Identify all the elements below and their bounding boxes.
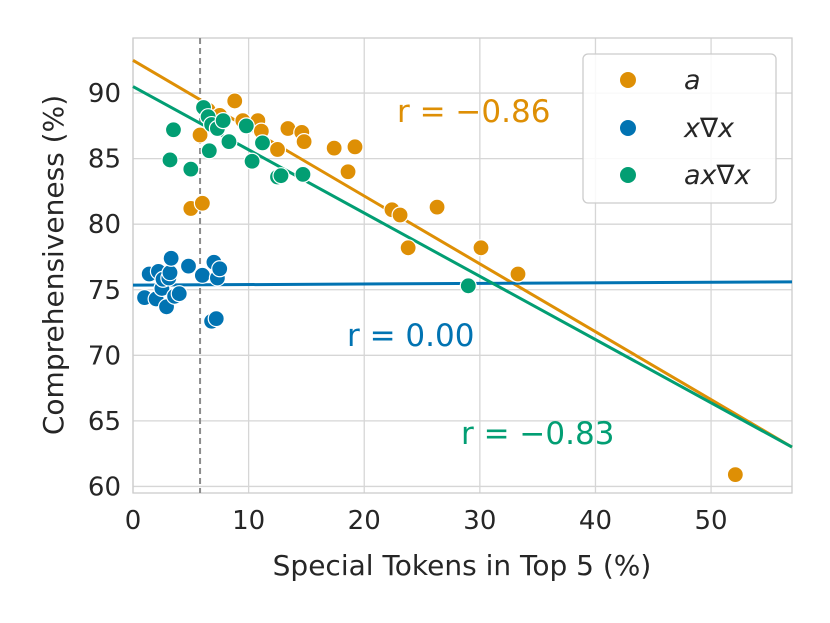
data-point-series-0 — [295, 132, 313, 151]
y-tick-label: 80 — [88, 210, 121, 240]
legend: a x∇x ax∇x — [582, 53, 777, 204]
data-point-series-0 — [428, 198, 446, 216]
annotation-a: r = −0.86 — [397, 94, 550, 130]
data-point-series-1 — [179, 257, 198, 275]
data-points — [135, 92, 744, 484]
data-point-series-0 — [226, 92, 244, 110]
data-point-series-1 — [193, 266, 211, 284]
data-point-series-2 — [182, 160, 200, 178]
x-tick-label: 20 — [348, 506, 381, 536]
data-point-series-1 — [161, 264, 179, 282]
data-point-series-2 — [200, 142, 218, 160]
x-tick-label: 10 — [232, 506, 265, 536]
y-tick-label: 75 — [88, 276, 121, 306]
data-point-series-2 — [164, 121, 183, 139]
y-tick-label: 90 — [88, 79, 121, 109]
y-axis-label: Comprehensiveness (%) — [37, 95, 70, 435]
data-point-series-0 — [268, 140, 287, 159]
data-point-series-0 — [325, 139, 343, 157]
data-point-series-2 — [294, 165, 312, 183]
data-point-series-0 — [191, 126, 209, 144]
data-point-series-2 — [243, 152, 261, 170]
annotation-xgx: r = 0.00 — [347, 318, 474, 354]
legend-label-xgx: x∇x — [683, 113, 735, 144]
legend-marker-a — [620, 72, 636, 88]
data-point-series-0 — [193, 194, 211, 212]
data-point-series-1 — [207, 310, 225, 328]
data-point-series-2 — [272, 167, 290, 185]
x-tick-label: 50 — [695, 506, 728, 536]
x-tick-label: 30 — [463, 506, 496, 536]
data-point-series-2 — [237, 117, 255, 135]
data-point-series-0 — [472, 239, 490, 257]
data-point-series-0 — [509, 265, 527, 283]
data-point-series-2 — [253, 134, 272, 152]
legend-box — [582, 53, 777, 204]
y-tick-label: 85 — [88, 145, 121, 175]
tick-labels: 0 10 20 30 40 50 60 65 70 75 80 85 90 — [88, 79, 728, 536]
data-point-series-2 — [459, 277, 477, 295]
x-axis-label: Special Tokens in Top 5 (%) — [273, 549, 652, 582]
annotation-axgx: r = −0.83 — [461, 416, 614, 452]
data-point-series-0 — [346, 138, 364, 156]
legend-marker-axgx — [620, 167, 636, 183]
data-point-series-2 — [214, 112, 232, 130]
data-point-series-0 — [399, 239, 417, 257]
fit-line-series-2 — [132, 85, 793, 449]
y-tick-label: 65 — [88, 407, 121, 437]
data-point-series-2 — [220, 132, 238, 151]
data-point-series-2 — [161, 151, 179, 169]
plot-frame — [132, 37, 793, 494]
legend-label-axgx: ax∇x — [684, 160, 752, 191]
x-tick-label: 40 — [579, 506, 612, 536]
x-tick-label: 0 — [125, 506, 142, 536]
data-point-series-0 — [726, 466, 744, 484]
data-point-series-1 — [170, 285, 188, 303]
y-tick-label: 60 — [88, 472, 121, 502]
legend-marker-xgx — [620, 120, 636, 136]
legend-label-a: a — [684, 65, 701, 96]
data-point-series-1 — [211, 260, 229, 278]
data-point-series-0 — [391, 206, 409, 224]
data-point-series-1 — [162, 249, 180, 267]
data-point-series-0 — [339, 163, 357, 181]
y-tick-label: 70 — [88, 341, 121, 371]
